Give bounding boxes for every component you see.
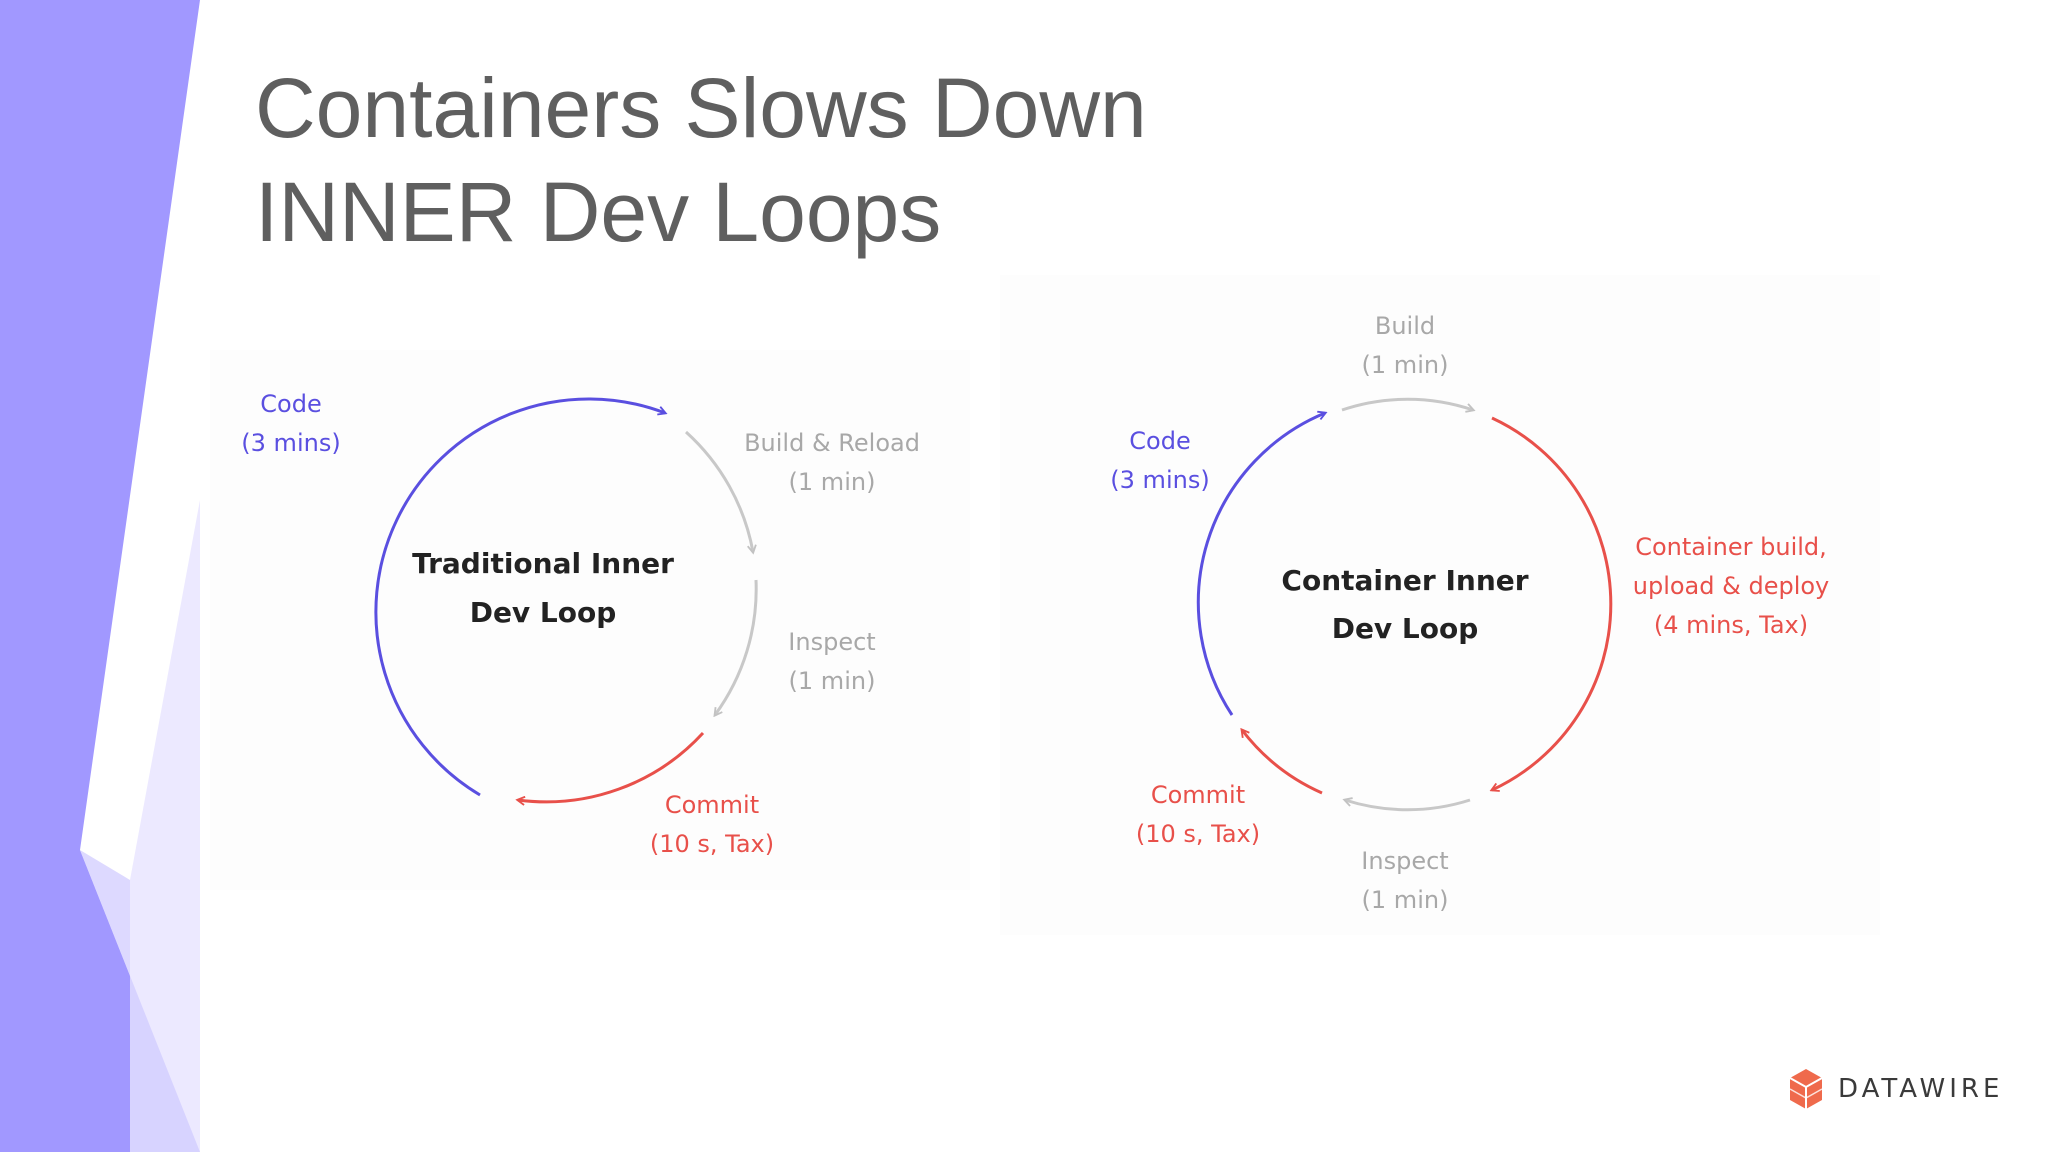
traditional-build-label: Build & Reload bbox=[744, 429, 920, 457]
traditional-center-line1: Traditional Inner bbox=[412, 547, 674, 580]
traditional-code-label: Code bbox=[260, 390, 321, 418]
container-build-label: Build bbox=[1375, 312, 1435, 340]
container-build-arc bbox=[1341, 397, 1473, 410]
container-center-line2: Dev Loop bbox=[1332, 612, 1479, 645]
container-commit-label: Commit bbox=[1151, 781, 1245, 809]
datawire-logo-icon bbox=[1789, 1069, 1823, 1109]
traditional-build-time: (1 min) bbox=[789, 468, 876, 496]
container-build-time: (1 min) bbox=[1362, 351, 1449, 379]
container-deploy-arc bbox=[1492, 416, 1613, 790]
traditional-commit-label: Commit bbox=[665, 791, 759, 819]
container-deploy-line2: upload & deploy bbox=[1633, 572, 1830, 600]
container-center-line1: Container Inner bbox=[1281, 564, 1528, 597]
traditional-commit-time: (10 s, Tax) bbox=[650, 830, 774, 858]
datawire-logo-text: DATAWIRE bbox=[1838, 1074, 2004, 1104]
container-inspect-arc bbox=[1345, 800, 1471, 812]
container-commit-arc bbox=[1242, 730, 1323, 795]
container-inspect-label: Inspect bbox=[1361, 847, 1448, 875]
traditional-diagram-panel bbox=[210, 350, 970, 890]
title-line-1: Containers Slows Down bbox=[255, 61, 1147, 155]
container-deploy-line3: (4 mins, Tax) bbox=[1654, 611, 1808, 639]
container-commit-time: (10 s, Tax) bbox=[1136, 820, 1260, 848]
container-inspect-time: (1 min) bbox=[1362, 886, 1449, 914]
traditional-inspect-time: (1 min) bbox=[789, 667, 876, 695]
sidebar-mid-facet bbox=[80, 850, 200, 1152]
traditional-code-time: (3 mins) bbox=[241, 429, 340, 457]
container-diagram-panel bbox=[1000, 275, 1880, 935]
title-line-2: INNER Dev Loops bbox=[255, 165, 942, 259]
sidebar-light-facet bbox=[130, 500, 200, 1152]
slide-title: Containers Slows Down INNER Dev Loops bbox=[255, 56, 1655, 264]
traditional-inspect-arc bbox=[715, 579, 758, 715]
container-code-time: (3 mins) bbox=[1110, 466, 1209, 494]
sidebar-decoration bbox=[0, 0, 200, 1152]
traditional-build-arc bbox=[684, 430, 753, 552]
traditional-code-arc bbox=[374, 397, 665, 797]
container-code-arc bbox=[1196, 413, 1325, 716]
container-code-label: Code bbox=[1129, 427, 1190, 455]
datawire-logo: DATAWIRE bbox=[1786, 1065, 2003, 1113]
sidebar-main-shape bbox=[0, 0, 200, 1152]
traditional-inspect-label: Inspect bbox=[788, 628, 875, 656]
traditional-center-line2: Dev Loop bbox=[470, 596, 617, 629]
container-deploy-line1: Container build, bbox=[1635, 533, 1827, 561]
traditional-commit-arc bbox=[518, 731, 705, 802]
